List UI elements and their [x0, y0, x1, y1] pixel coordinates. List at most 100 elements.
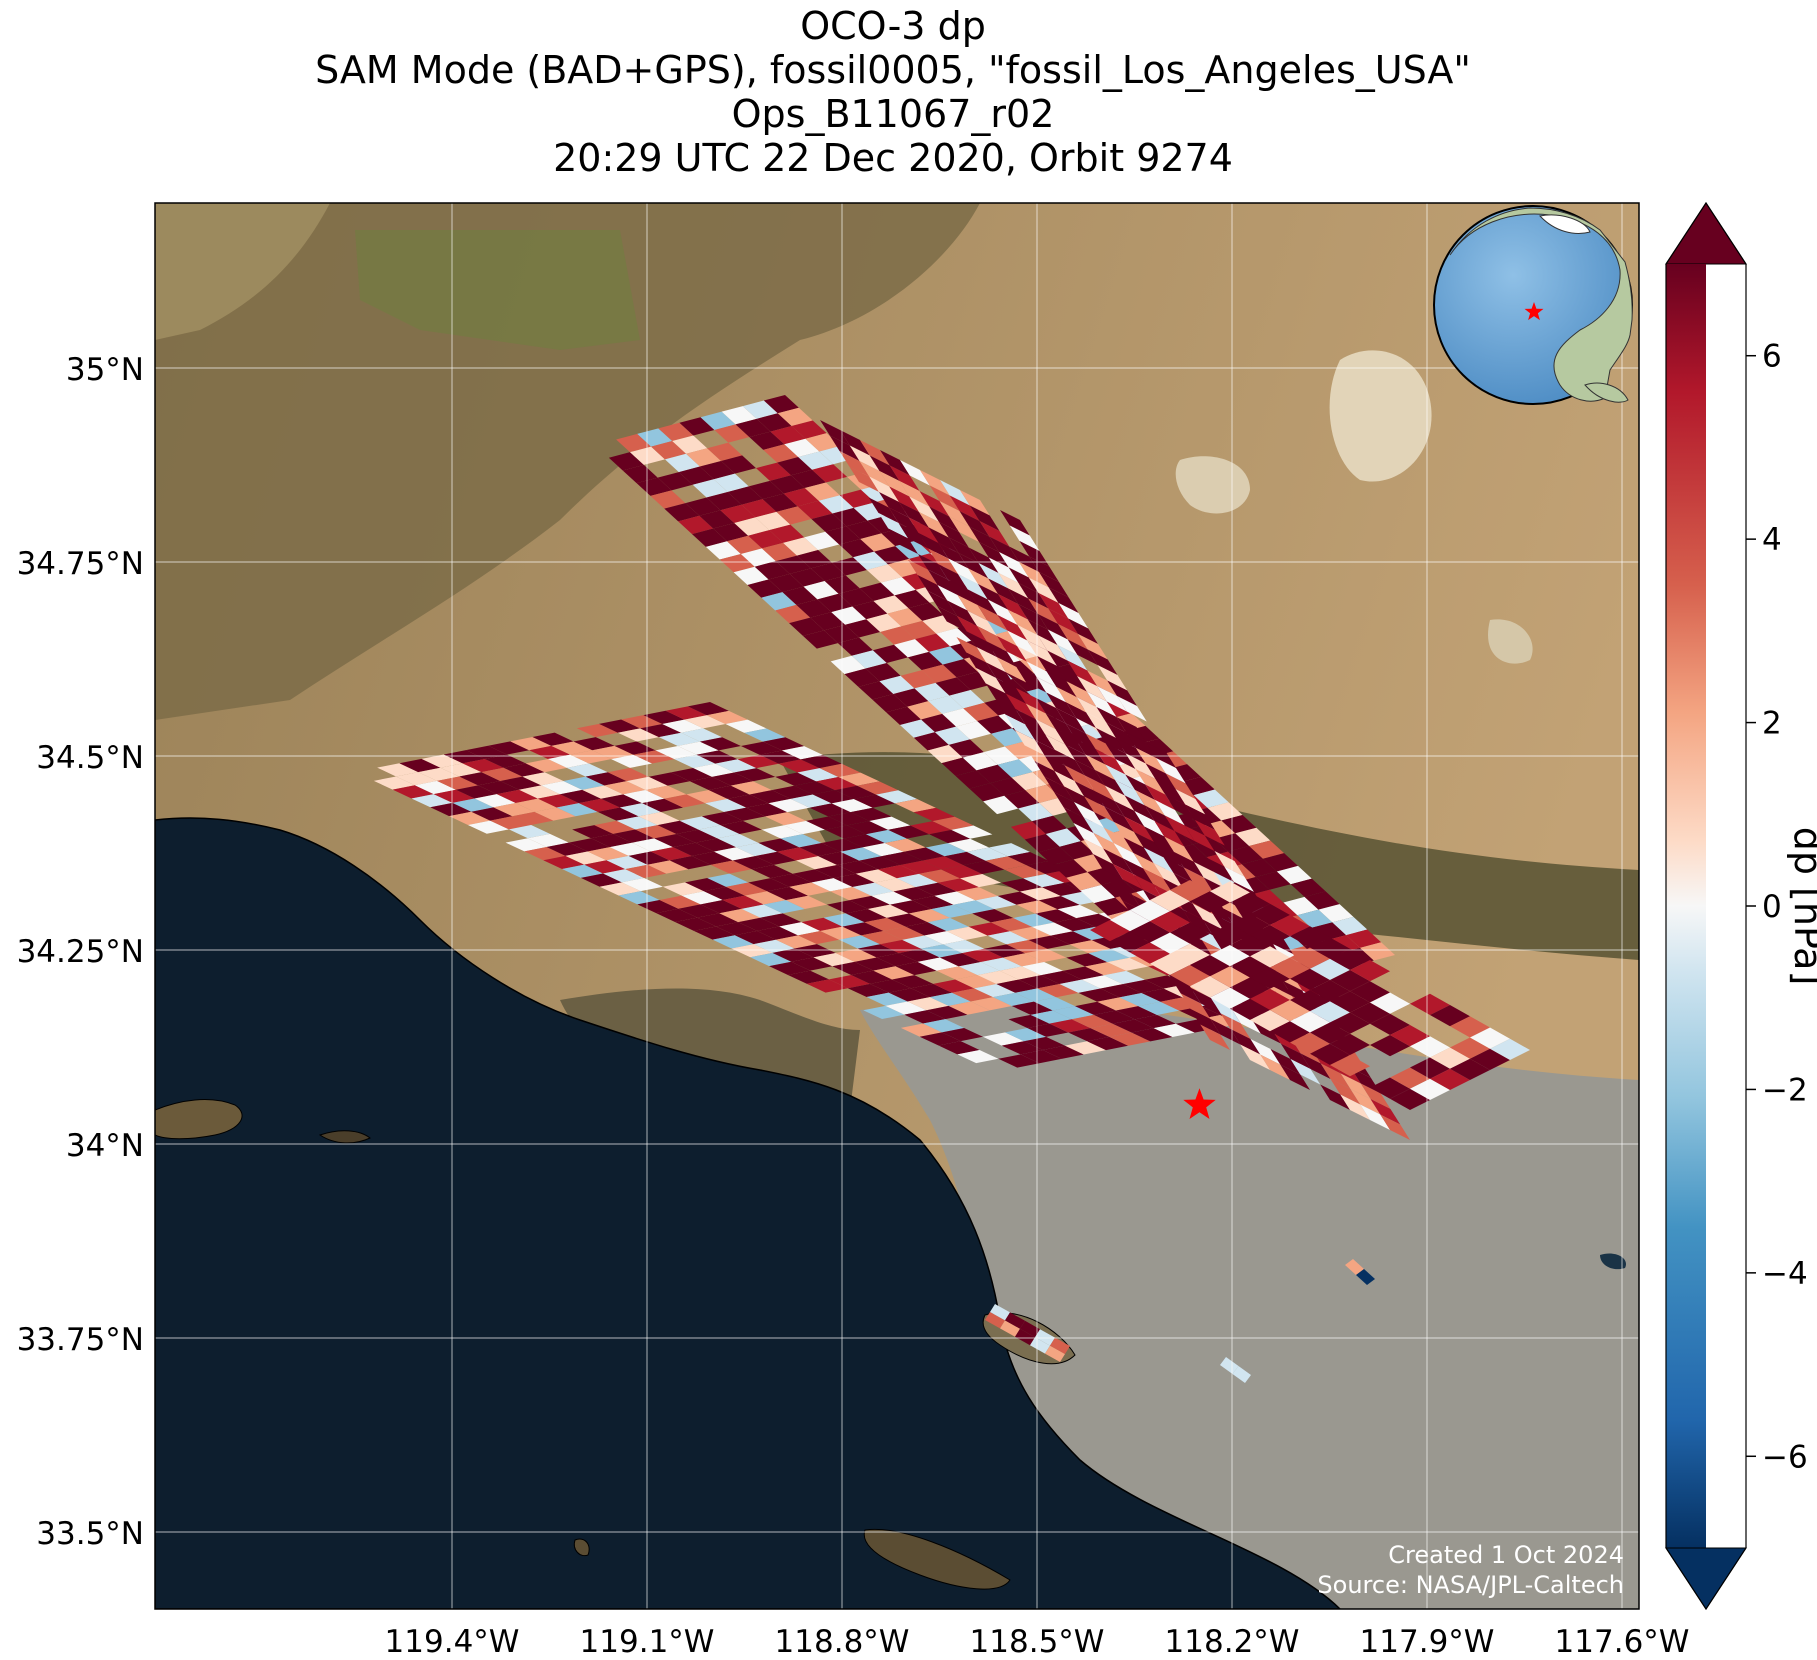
sounding-cell	[1074, 802, 1104, 828]
sounding-cell	[920, 470, 950, 496]
sounding-cell	[938, 564, 968, 590]
sounding-cell	[969, 783, 1005, 802]
sounding-cell	[699, 510, 735, 529]
sounding-cell	[1106, 722, 1136, 748]
colorbar-tick-label: −4	[1762, 1256, 1808, 1292]
sounding-cell	[1035, 909, 1077, 923]
sounding-cell	[921, 944, 963, 958]
sounding-cell	[1003, 953, 1045, 967]
sounding-cell	[853, 794, 895, 808]
sounding-cell	[894, 639, 929, 658]
sounding-cell	[830, 887, 872, 901]
sounding-cell	[705, 541, 741, 560]
sounding-cell	[664, 503, 700, 522]
lat-tick-label: 33.75°N	[17, 1322, 144, 1358]
sounding-cell	[820, 926, 862, 940]
sounding-cell	[999, 552, 1029, 578]
sounding-cell	[1008, 588, 1038, 614]
sounding-cell	[976, 764, 1012, 784]
sounding-cell	[819, 763, 861, 777]
sounding-cell	[1191, 988, 1221, 1014]
sounding-cell	[1037, 656, 1067, 682]
sounding-cell	[949, 690, 985, 709]
sounding-cell	[695, 838, 737, 852]
sounding-cell	[871, 891, 913, 905]
sounding-cell	[1262, 853, 1298, 872]
sounding-cell	[824, 825, 866, 839]
sounding-cell	[1180, 993, 1211, 1019]
lon-tick-label: 117.6°W	[1555, 1624, 1690, 1660]
sounding-cell	[1470, 1048, 1510, 1070]
sounding-cell	[1175, 789, 1206, 815]
sounding-cell	[720, 820, 762, 835]
lat-tick-label: 34.5°N	[36, 740, 144, 776]
sounding-cell	[562, 864, 604, 878]
sounding-cell	[662, 719, 704, 733]
sounding-cell	[522, 772, 564, 786]
sounding-cell	[768, 798, 810, 813]
sounding-cell	[1093, 854, 1123, 880]
sounding-cell	[606, 855, 648, 870]
lat-tick-label: 34.75°N	[17, 546, 144, 582]
sounding-cell	[937, 606, 967, 632]
sounding-cell	[707, 442, 743, 461]
sounding-cell	[645, 785, 687, 799]
colorbar-label: dp [hPa]	[1786, 827, 1817, 986]
sounding-cell	[1095, 770, 1125, 796]
sounding-cell	[701, 812, 743, 826]
sounding-cell	[474, 794, 516, 808]
sounding-cell	[939, 501, 970, 527]
sounding-cell	[1290, 1011, 1330, 1033]
sounding-cell	[679, 417, 715, 436]
sounding-cell	[1054, 771, 1085, 797]
sounding-cell	[741, 904, 783, 918]
sounding-cell	[956, 637, 987, 663]
sounding-cell	[1015, 988, 1057, 1002]
sounding-cell	[700, 411, 736, 430]
sounding-cell	[968, 568, 998, 594]
map-frame	[154, 202, 1640, 1610]
sounding-cell	[831, 606, 867, 625]
sounding-cell	[597, 807, 639, 821]
sounding-cell	[1103, 848, 1133, 874]
sounding-cell	[797, 500, 833, 520]
sounding-cell	[616, 433, 652, 453]
sounding-cell	[782, 586, 818, 605]
colorbar-bar	[1666, 264, 1706, 1548]
sounding-cell	[884, 838, 926, 852]
sounding-cell	[1077, 676, 1107, 702]
inland-lake	[1600, 1253, 1626, 1270]
sounding-cell	[888, 988, 930, 1002]
sounding-cell	[972, 909, 1014, 923]
sounding-cell	[949, 495, 980, 521]
sounding-cell	[677, 741, 719, 755]
sounding-cell	[828, 812, 870, 826]
sounding-cell	[966, 847, 1008, 861]
sounding-cell	[869, 816, 911, 830]
sounding-cell	[1007, 609, 1038, 635]
sounding-cell	[580, 873, 622, 887]
sounding-cell	[770, 873, 812, 887]
sounding-cell	[890, 900, 932, 914]
sounding-cell	[900, 670, 936, 689]
sounding-cell	[756, 413, 792, 432]
sounding-cell	[1143, 847, 1174, 873]
sounding-cell	[696, 750, 738, 764]
sounding-cell	[685, 878, 727, 892]
sounding-cell	[880, 626, 916, 645]
sounding-cell	[1004, 790, 1040, 809]
sounding-cell	[1105, 764, 1135, 790]
sounding-cell	[829, 435, 860, 461]
sounding-cell	[979, 542, 1009, 568]
sounding-cell	[839, 489, 875, 508]
sounding-cell	[879, 675, 915, 694]
sounding-cell	[876, 790, 918, 804]
sounding-cell	[885, 1001, 927, 1015]
sounding-cell	[1096, 707, 1127, 733]
sounding-cell	[1430, 1068, 1470, 1090]
sounding-cell	[1027, 619, 1058, 645]
sounding-cell	[926, 1005, 968, 1020]
sounding-cell	[847, 821, 889, 835]
sounding-cell	[1125, 753, 1156, 779]
arctic-ice	[1539, 214, 1591, 234]
